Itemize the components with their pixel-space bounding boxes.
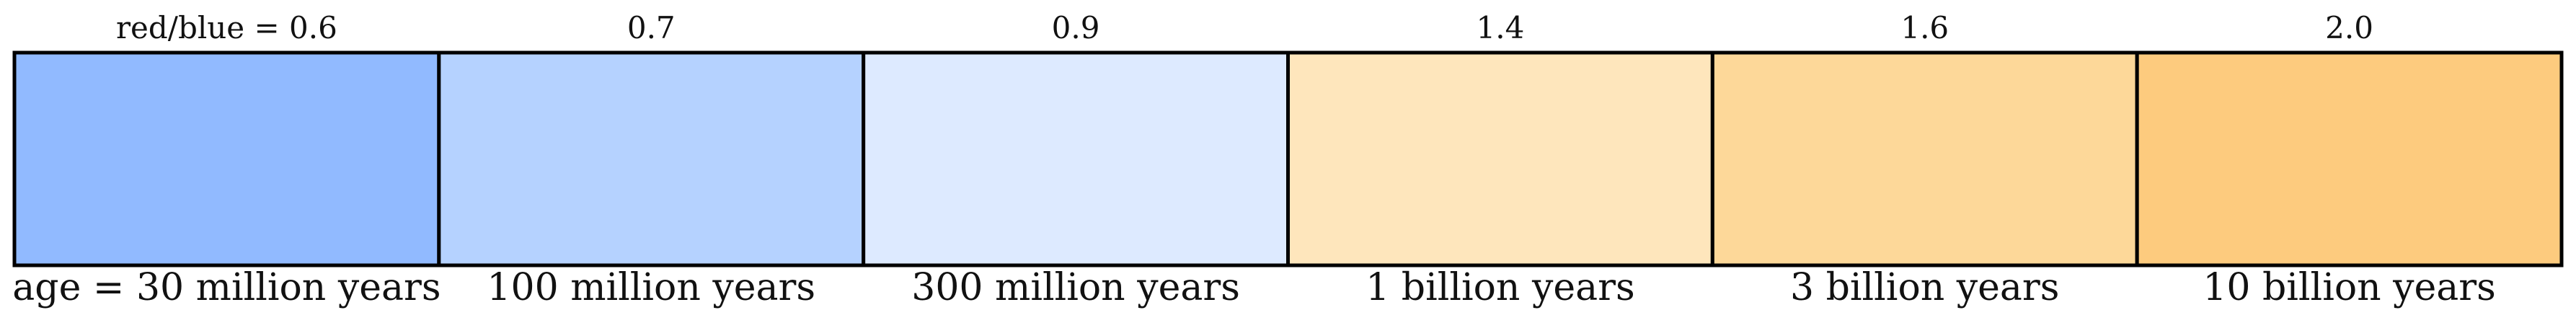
color-swatch [864,53,1288,265]
swatch-group: 2.0 10 billion years [2137,10,2562,309]
color-swatch [1288,53,1713,265]
age-label: 10 billion years [2203,266,2496,309]
ratio-label: 1.4 [1477,10,1525,45]
swatch-group: 1.6 3 billion years [1712,10,2137,309]
age-label: 300 million years [911,266,1240,309]
age-label: 100 million years [487,266,815,309]
swatch-group: red/blue = 0.6 age = 30 million years [12,10,441,309]
age-label: 1 billion years [1366,266,1634,309]
swatch-group: 0.9 300 million years [864,10,1288,309]
swatch-group: 1.4 1 billion years [1288,10,1713,309]
color-swatch [2137,53,2562,265]
age-label: age = 30 million years [12,266,441,309]
color-swatch [439,53,864,265]
ratio-label: 0.9 [1052,10,1100,45]
color-swatch [1712,53,2137,265]
swatch-group: 0.7 100 million years [439,10,864,309]
ratio-label: 2.0 [2325,10,2373,45]
ratio-label: red/blue = 0.6 [116,10,337,45]
ratio-label: 1.6 [1900,10,1949,45]
age-label: 3 billion years [1790,266,2059,309]
color-swatch [14,53,439,265]
ratio-label: 0.7 [627,10,676,45]
